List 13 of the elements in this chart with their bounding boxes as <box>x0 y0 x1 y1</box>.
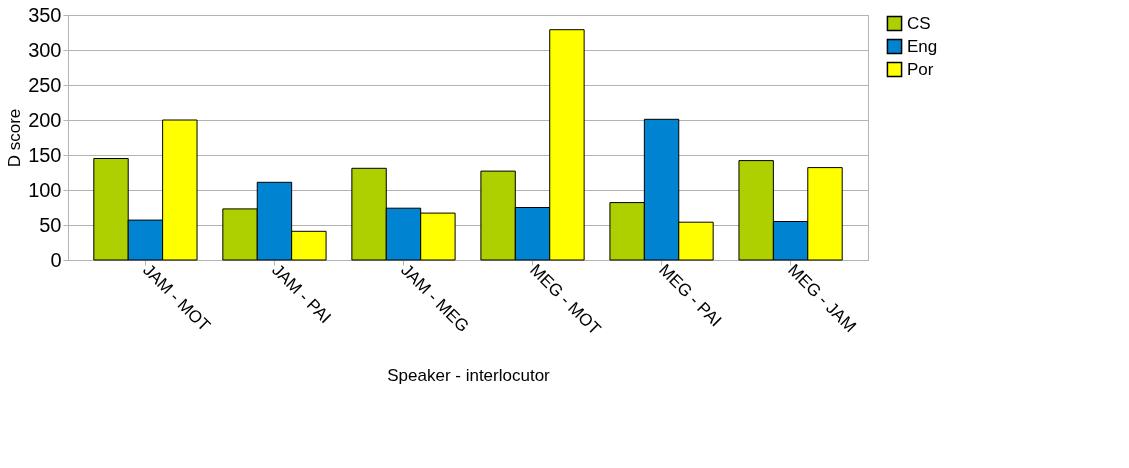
legend-label: CS <box>907 13 931 33</box>
y-axis-title: D score <box>5 108 25 168</box>
legend-label: Eng <box>907 36 938 56</box>
y-tick-label: 50 <box>39 213 62 236</box>
y-tick-label: 0 <box>50 248 62 271</box>
y-tick-label: 300 <box>28 38 62 61</box>
legend-label: Por <box>907 59 934 79</box>
x-axis-title: Speaker - interlocutor <box>387 365 551 385</box>
y-tick-label: 250 <box>28 73 62 96</box>
y-tick-label: 200 <box>28 108 62 131</box>
y-tick-label: 350 <box>28 3 62 26</box>
y-tick-label: 150 <box>28 143 62 166</box>
y-tick-label: 100 <box>28 178 62 201</box>
